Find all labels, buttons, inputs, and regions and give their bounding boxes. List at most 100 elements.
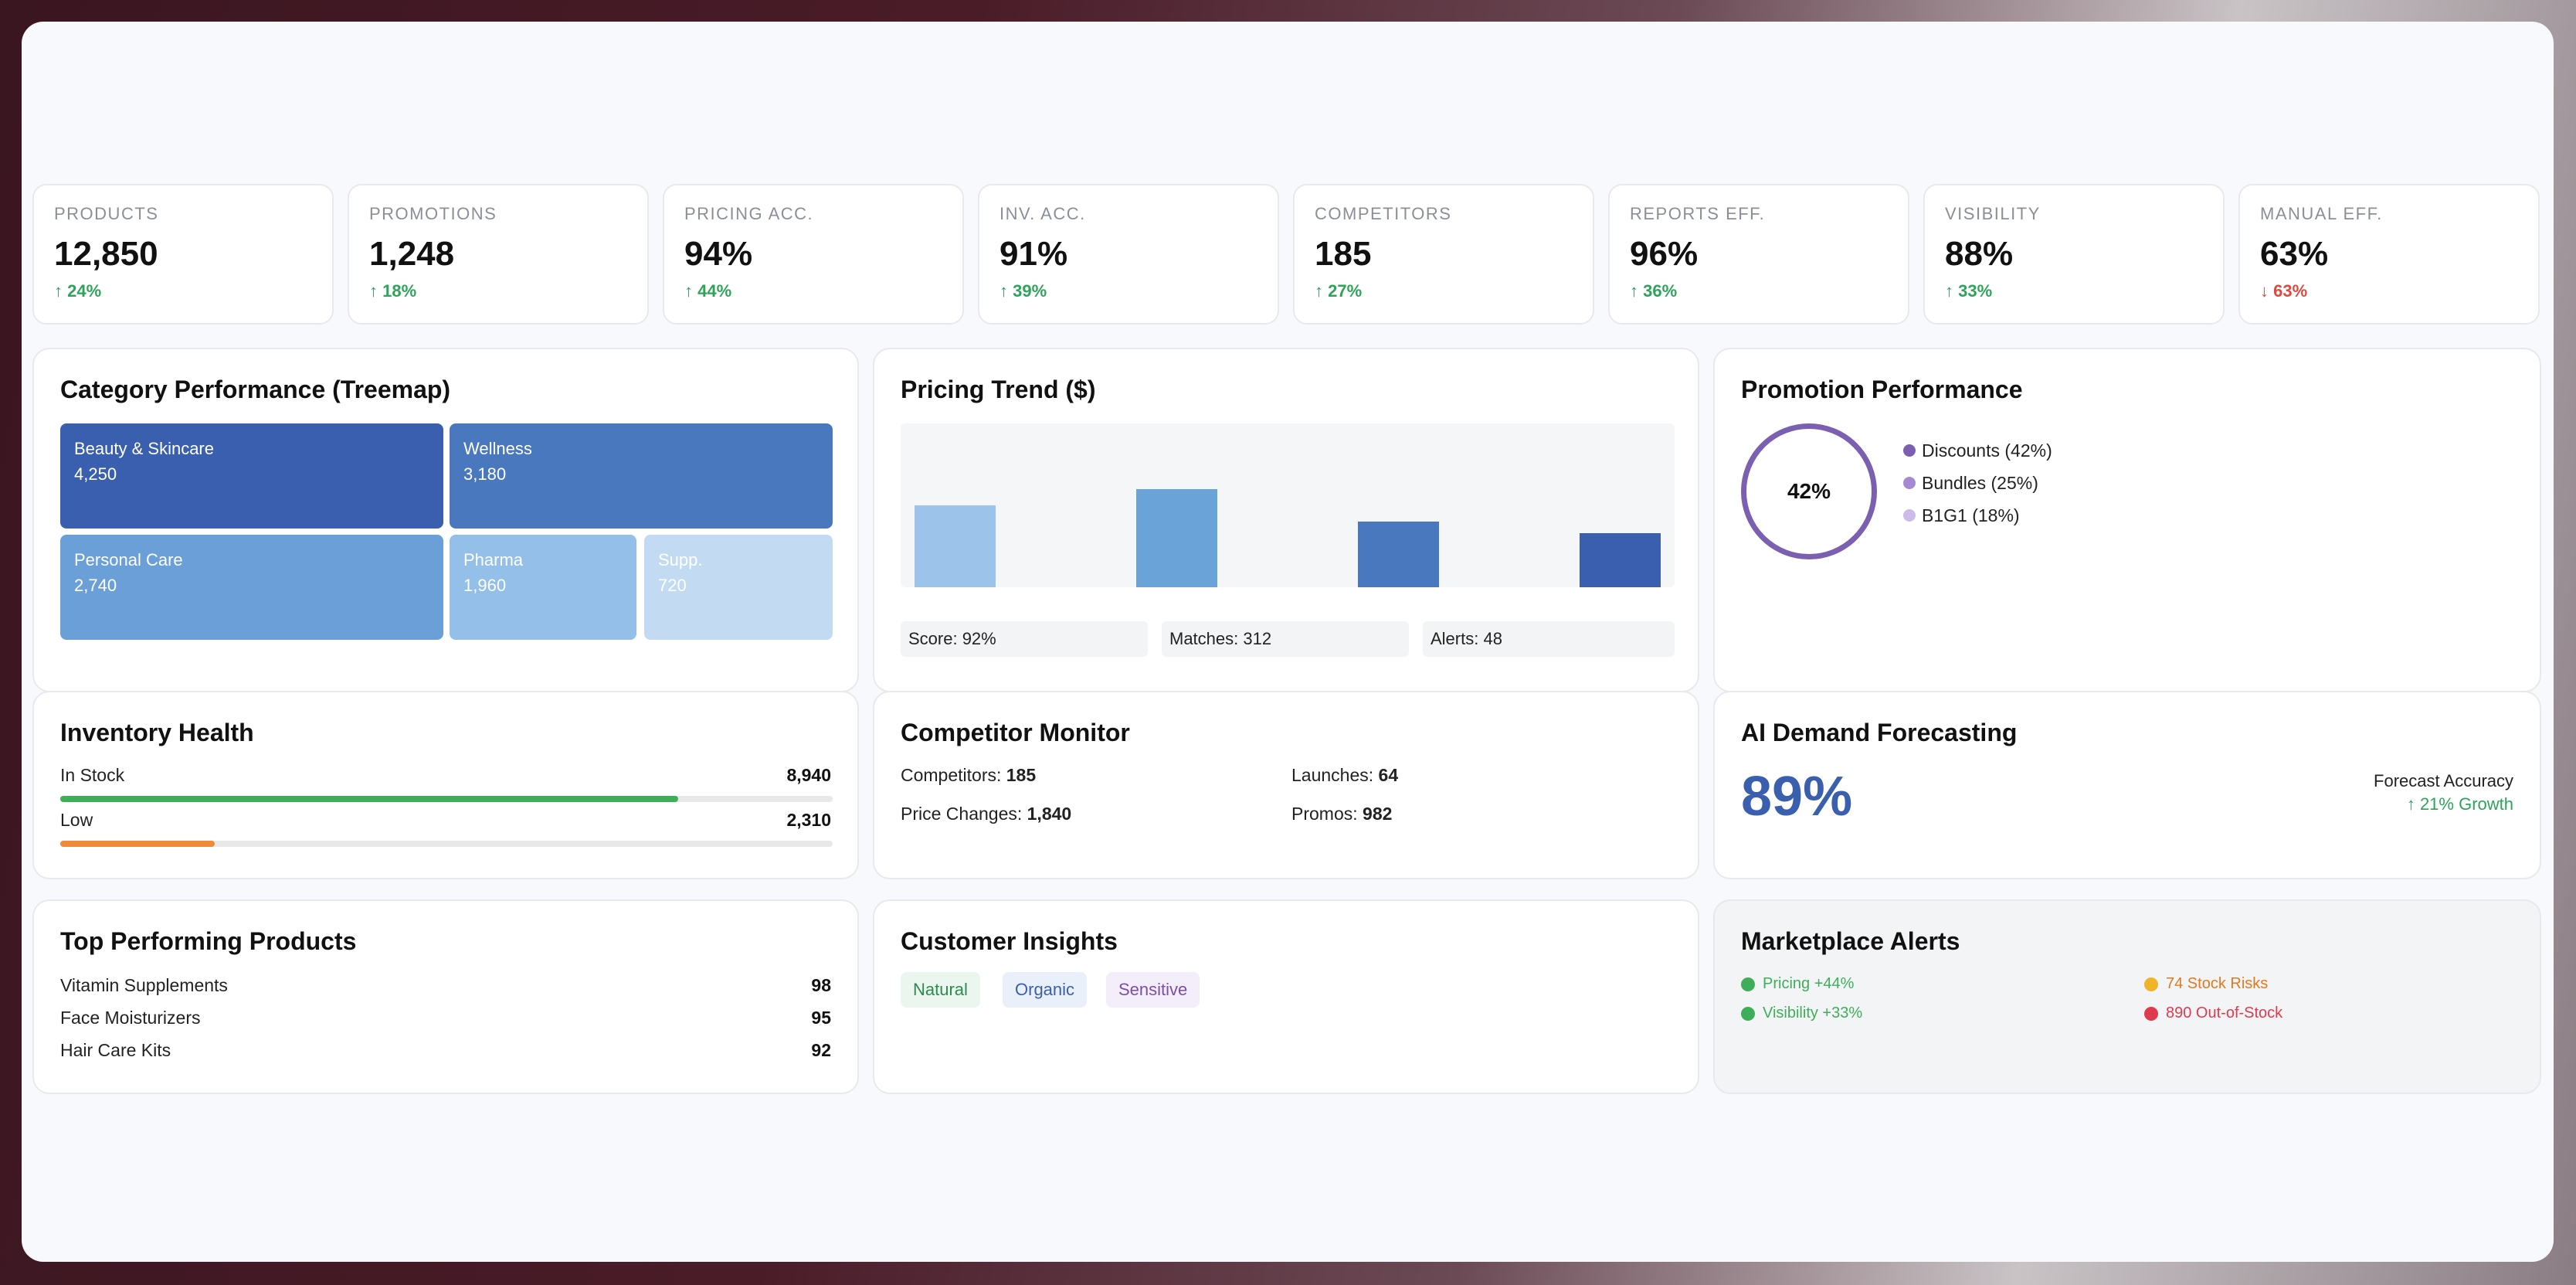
tile-name: Beauty & Skincare	[74, 439, 214, 458]
card-title: Competitor Monitor	[901, 719, 1130, 746]
card-title: AI Demand Forecasting	[1741, 719, 2018, 746]
status-dot-icon	[2144, 1006, 2158, 1021]
alert-item[interactable]: 74 Stock Risks	[2144, 975, 2268, 993]
legend-dot	[1903, 444, 1916, 457]
kpi-label: REPORTS EFF.	[1630, 204, 1766, 223]
tile-value: 2,740	[74, 576, 117, 595]
kpi-card-competitors[interactable]: COMPETITORS 185 ↑ 27%	[1293, 184, 1594, 325]
kpi-label: PRICING ACC.	[684, 204, 814, 223]
product-name: Hair Care Kits	[60, 1040, 171, 1060]
tile-value: 1,960	[463, 576, 507, 595]
pricing-bar[interactable]	[915, 505, 996, 587]
card-title: Inventory Health	[60, 719, 254, 746]
kpi-label: PRODUCTS	[54, 204, 159, 223]
card-title: Top Performing Products	[60, 927, 357, 955]
kpi-card-promotions[interactable]: PROMOTIONS 1,248 ↑ 18%	[348, 184, 649, 325]
alert-item[interactable]: Pricing +44%	[1741, 975, 1854, 993]
pricing-trend-card: Pricing Trend ($) Score: 92% Matches: 31…	[873, 348, 1699, 692]
kpi-value: 91%	[1000, 235, 1068, 273]
kpi-value: 63%	[2260, 235, 2329, 273]
alert-item[interactable]: 890 Out-of-Stock	[2144, 1005, 2282, 1022]
treemap-tile-pharma[interactable]: Pharma 1,960	[450, 535, 636, 640]
treemap-tile-personal-care[interactable]: Personal Care 2,740	[60, 535, 443, 640]
kpi-card-products[interactable]: PRODUCTS 12,850 ↑ 24%	[32, 184, 334, 325]
tile-value: 720	[658, 576, 687, 595]
customer-insights-card: Customer Insights Natural Organic Sensit…	[873, 899, 1699, 1094]
card-title: Category Performance (Treemap)	[60, 376, 451, 403]
kpi-label: PROMOTIONS	[369, 204, 497, 223]
product-name: Face Moisturizers	[60, 1008, 201, 1028]
card-title: Marketplace Alerts	[1741, 927, 1960, 955]
promotion-performance-card: Promotion Performance 42% Discounts (42%…	[1713, 348, 2541, 692]
alert-text: Visibility +33%	[1763, 1005, 1863, 1022]
card-title: Promotion Performance	[1741, 376, 2023, 403]
ai-forecast-card: AI Demand Forecasting 89% Forecast Accur…	[1713, 691, 2541, 879]
promotion-ring: 42%	[1741, 423, 1877, 559]
pricing-matches: Matches: 312	[1162, 621, 1409, 657]
kpi-label: COMPETITORS	[1315, 204, 1452, 223]
legend-label: Bundles (25%)	[1922, 472, 2038, 493]
tile-name: Wellness	[463, 439, 532, 458]
inventory-row-label: In Stock	[60, 765, 125, 785]
kpi-card-visibility[interactable]: VISIBILITY 88% ↑ 33%	[1923, 184, 2225, 325]
product-score: 95	[811, 1008, 831, 1028]
kpi-change: ↓ 63%	[2260, 281, 2308, 301]
alert-text: 890 Out-of-Stock	[2166, 1005, 2283, 1022]
kpi-card-inv-acc[interactable]: INV. ACC. 91% ↑ 39%	[978, 184, 1279, 325]
kpi-card-manual-eff[interactable]: MANUAL EFF. 63% ↓ 63%	[2238, 184, 2540, 325]
top-products-card: Top Performing Products Vitamin Suppleme…	[32, 899, 859, 1094]
pricing-chart	[901, 423, 1675, 587]
insight-tag-natural[interactable]: Natural	[901, 972, 980, 1008]
insight-tag-organic[interactable]: Organic	[1003, 972, 1088, 1008]
treemap-tile-supp[interactable]: Supp. 720	[644, 535, 833, 640]
legend-label: B1G1 (18%)	[1922, 505, 2020, 525]
insight-tag-sensitive[interactable]: Sensitive	[1106, 972, 1200, 1008]
legend-label: Discounts (42%)	[1922, 440, 2052, 461]
treemap-tile-wellness[interactable]: Wellness 3,180	[450, 423, 833, 529]
promotion-legend: Discounts (42%) Bundles (25%) B1G1 (18%)	[1903, 434, 2052, 532]
status-dot-icon	[2144, 977, 2158, 991]
inventory-row-value: 8,940	[786, 765, 831, 785]
pricing-bar[interactable]	[1136, 489, 1217, 587]
kpi-label: INV. ACC.	[1000, 204, 1086, 223]
forecast-caption: Forecast Accuracy	[2374, 771, 2513, 790]
alert-item[interactable]: Visibility +33%	[1741, 1005, 1862, 1022]
kpi-value: 94%	[684, 235, 753, 273]
pricing-bar[interactable]	[1358, 522, 1439, 587]
competitor-stat: Launches: 64	[1291, 765, 1399, 785]
competitor-stat: Price Changes: 1,840	[901, 804, 1072, 824]
promotion-ring-value: 42%	[1787, 479, 1831, 503]
kpi-label: VISIBILITY	[1945, 204, 2041, 223]
alert-text: Pricing +44%	[1763, 975, 1855, 992]
tile-value: 4,250	[74, 464, 117, 484]
card-title: Pricing Trend ($)	[901, 376, 1096, 403]
pricing-score: Score: 92%	[901, 621, 1148, 657]
inventory-row-value: 2,310	[786, 810, 831, 830]
status-dot-icon	[1741, 1006, 1755, 1021]
inventory-bar-track	[60, 841, 833, 847]
pricing-alerts: Alerts: 48	[1423, 621, 1675, 657]
product-score: 92	[811, 1040, 831, 1060]
legend-item: Bundles (25%)	[1903, 467, 2052, 499]
product-name: Vitamin Supplements	[60, 975, 228, 995]
forecast-value: 89%	[1741, 766, 1853, 828]
kpi-value: 96%	[1630, 235, 1699, 273]
kpi-value: 1,248	[369, 235, 455, 273]
status-dot-icon	[1741, 977, 1755, 991]
forecast-growth: ↑ 21% Growth	[2406, 794, 2513, 814]
kpi-label: MANUAL EFF.	[2260, 204, 2383, 223]
kpi-change: ↑ 44%	[684, 281, 732, 301]
kpi-card-reports-eff[interactable]: REPORTS EFF. 96% ↑ 36%	[1608, 184, 1909, 325]
product-score: 98	[811, 975, 831, 995]
legend-dot	[1903, 509, 1916, 522]
category-performance-card: Category Performance (Treemap) Beauty & …	[32, 348, 859, 692]
tile-name: Supp.	[658, 550, 703, 569]
competitor-monitor-card: Competitor Monitor Competitors: 185 Laun…	[873, 691, 1699, 879]
tile-name: Pharma	[463, 550, 524, 569]
kpi-card-pricing-acc[interactable]: PRICING ACC. 94% ↑ 44%	[663, 184, 964, 325]
pricing-bar[interactable]	[1580, 533, 1661, 587]
card-title: Customer Insights	[901, 927, 1118, 955]
tile-value: 3,180	[463, 464, 507, 484]
inventory-bar-fill	[60, 841, 215, 847]
treemap-tile-beauty[interactable]: Beauty & Skincare 4,250	[60, 423, 443, 529]
